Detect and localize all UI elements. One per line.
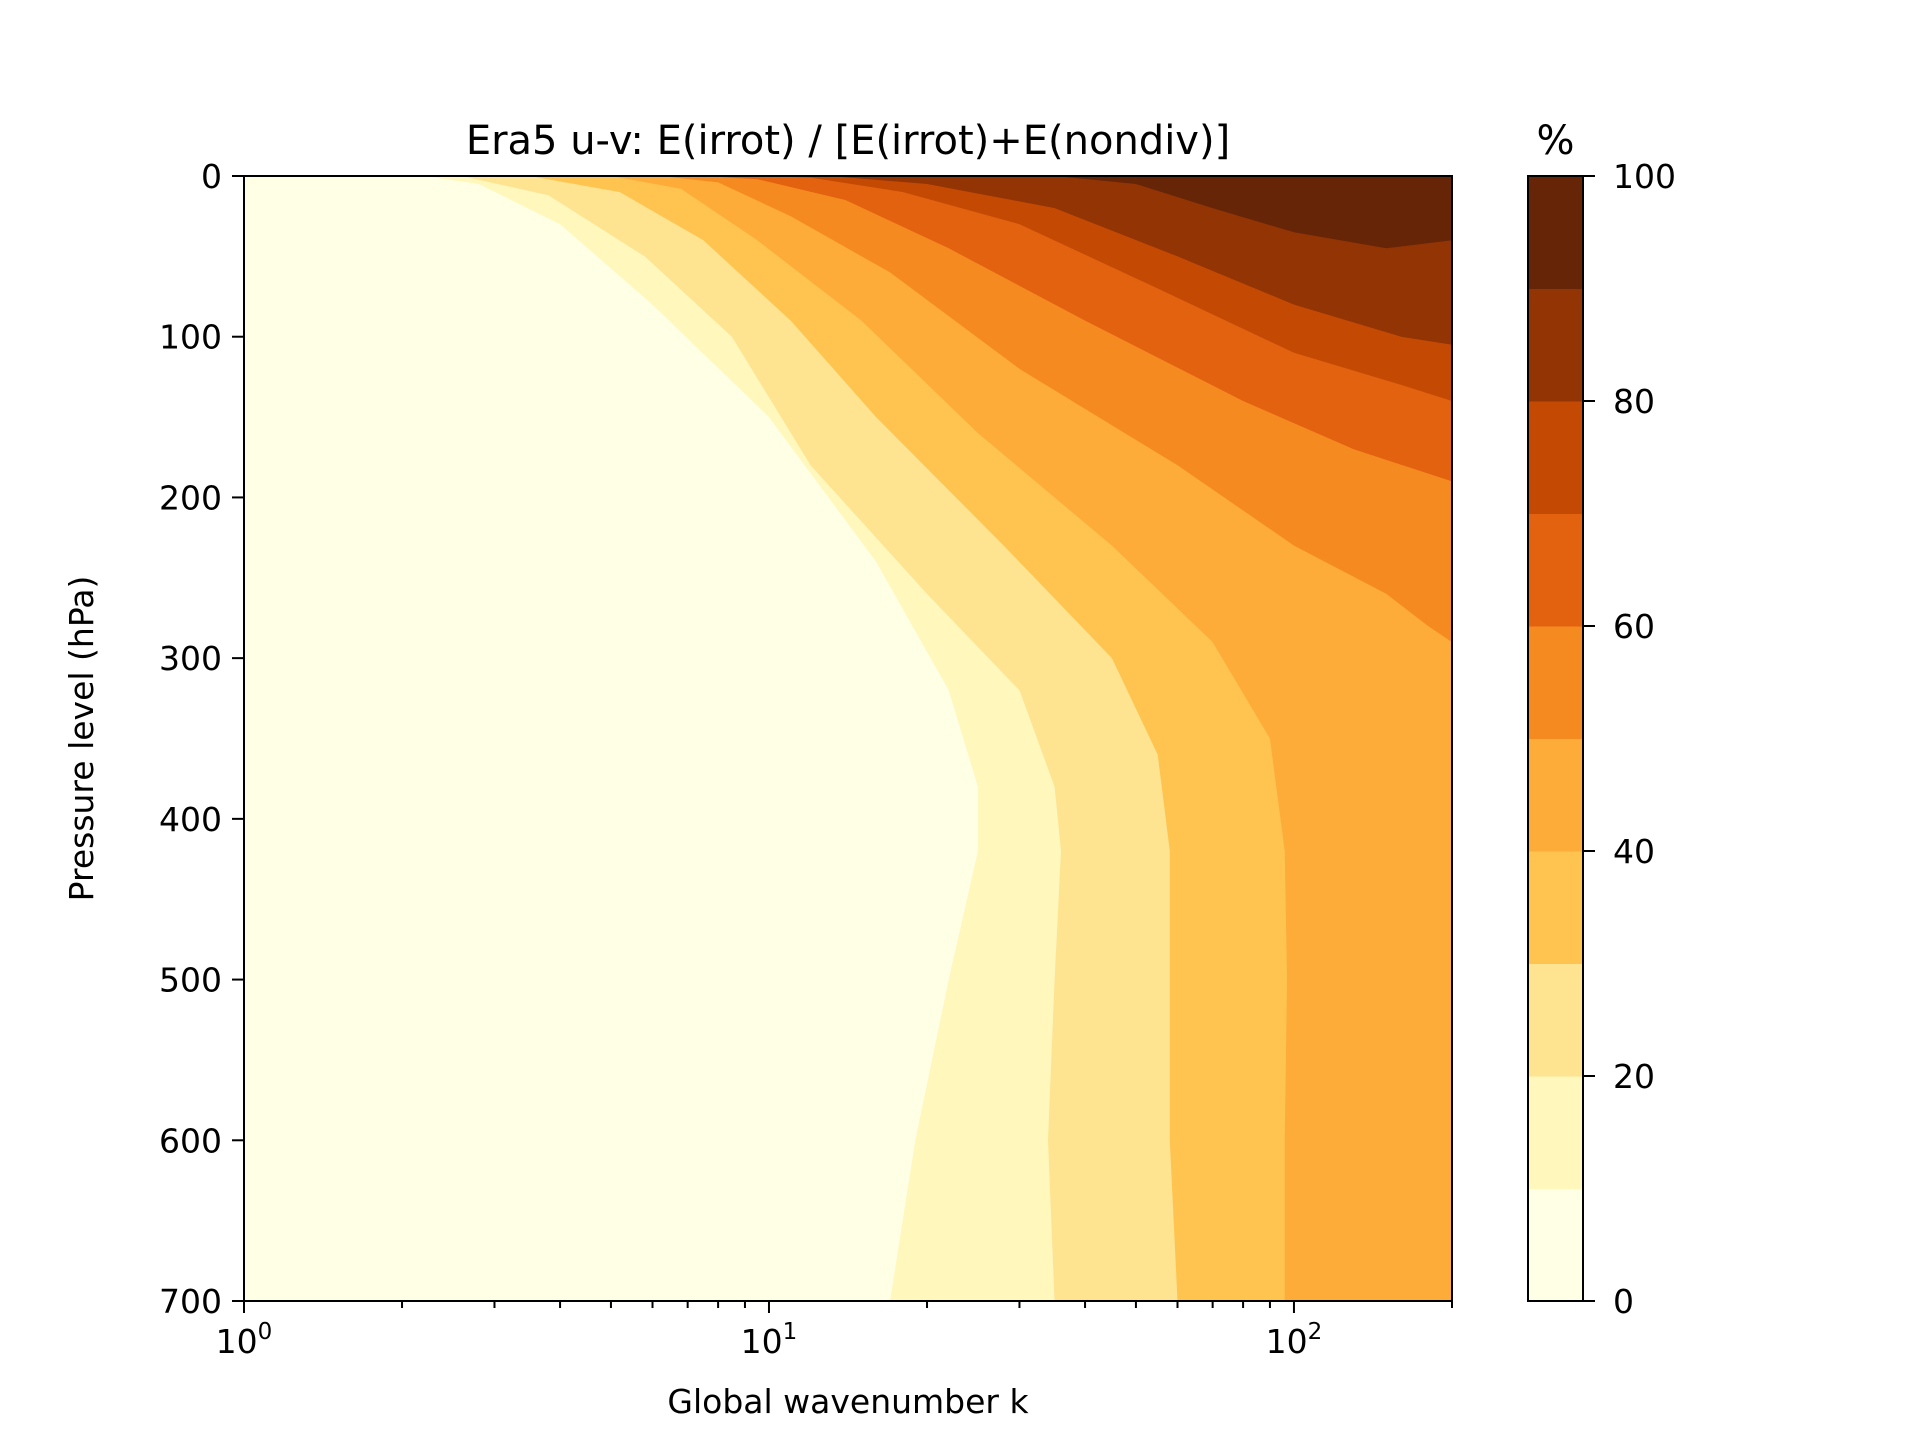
colorbar-segment (1528, 851, 1583, 964)
plot-area-frame (243, 175, 1453, 1302)
y-tick-label: 600 (159, 1121, 222, 1160)
y-tick-label: 700 (159, 1282, 222, 1321)
x-tick-label: 100 (216, 1319, 273, 1361)
colorbar-tick-label: 20 (1613, 1057, 1655, 1096)
colorbar-tick-label: 100 (1613, 157, 1676, 196)
colorbar: 0 20 40 60 80 100 (1527, 157, 1676, 1321)
colorbar-segment (1528, 401, 1583, 514)
colorbar-tick-label: 80 (1613, 382, 1655, 421)
y-tick-label: 400 (159, 800, 222, 839)
colorbar-label: % (1536, 118, 1574, 164)
colorbar-segment (1528, 626, 1583, 739)
colorbar-segment (1528, 738, 1583, 852)
y-tick-label: 100 (159, 318, 222, 357)
x-axis-label: Global wavenumber k (667, 1382, 1029, 1421)
y-tick-label: 300 (159, 639, 222, 678)
x-tick-label: 101 (741, 1319, 798, 1361)
colorbar-segment (1528, 1076, 1583, 1189)
colorbar-segment (1528, 513, 1583, 627)
y-axis: 0 100 200 300 400 500 600 700 (159, 157, 244, 1321)
colorbar-tick-label: 40 (1613, 832, 1655, 871)
colorbar-tick-label: 60 (1613, 607, 1655, 646)
y-axis-label: Pressure level (hPa) (62, 576, 101, 902)
y-tick-label: 0 (201, 157, 222, 196)
colorbar-segment (1528, 1188, 1583, 1302)
colorbar-segment (1528, 963, 1583, 1077)
chart-title: Era5 u-v: E(irrot) / [E(irrot)+E(nondiv)… (466, 118, 1230, 164)
y-tick-label: 500 (159, 961, 222, 1000)
colorbar-tick-label: 0 (1613, 1282, 1634, 1321)
y-tick-label: 200 (159, 478, 222, 517)
colorbar-frame (1527, 175, 1584, 1302)
x-tick-label: 102 (1266, 1319, 1323, 1361)
contour-band-9 (1054, 176, 1452, 249)
colorbar-segment (1528, 176, 1583, 289)
x-axis: 100 101 102 (216, 1301, 1453, 1361)
contour-fills (244, 176, 1452, 1301)
colorbar-segment (1528, 288, 1583, 402)
